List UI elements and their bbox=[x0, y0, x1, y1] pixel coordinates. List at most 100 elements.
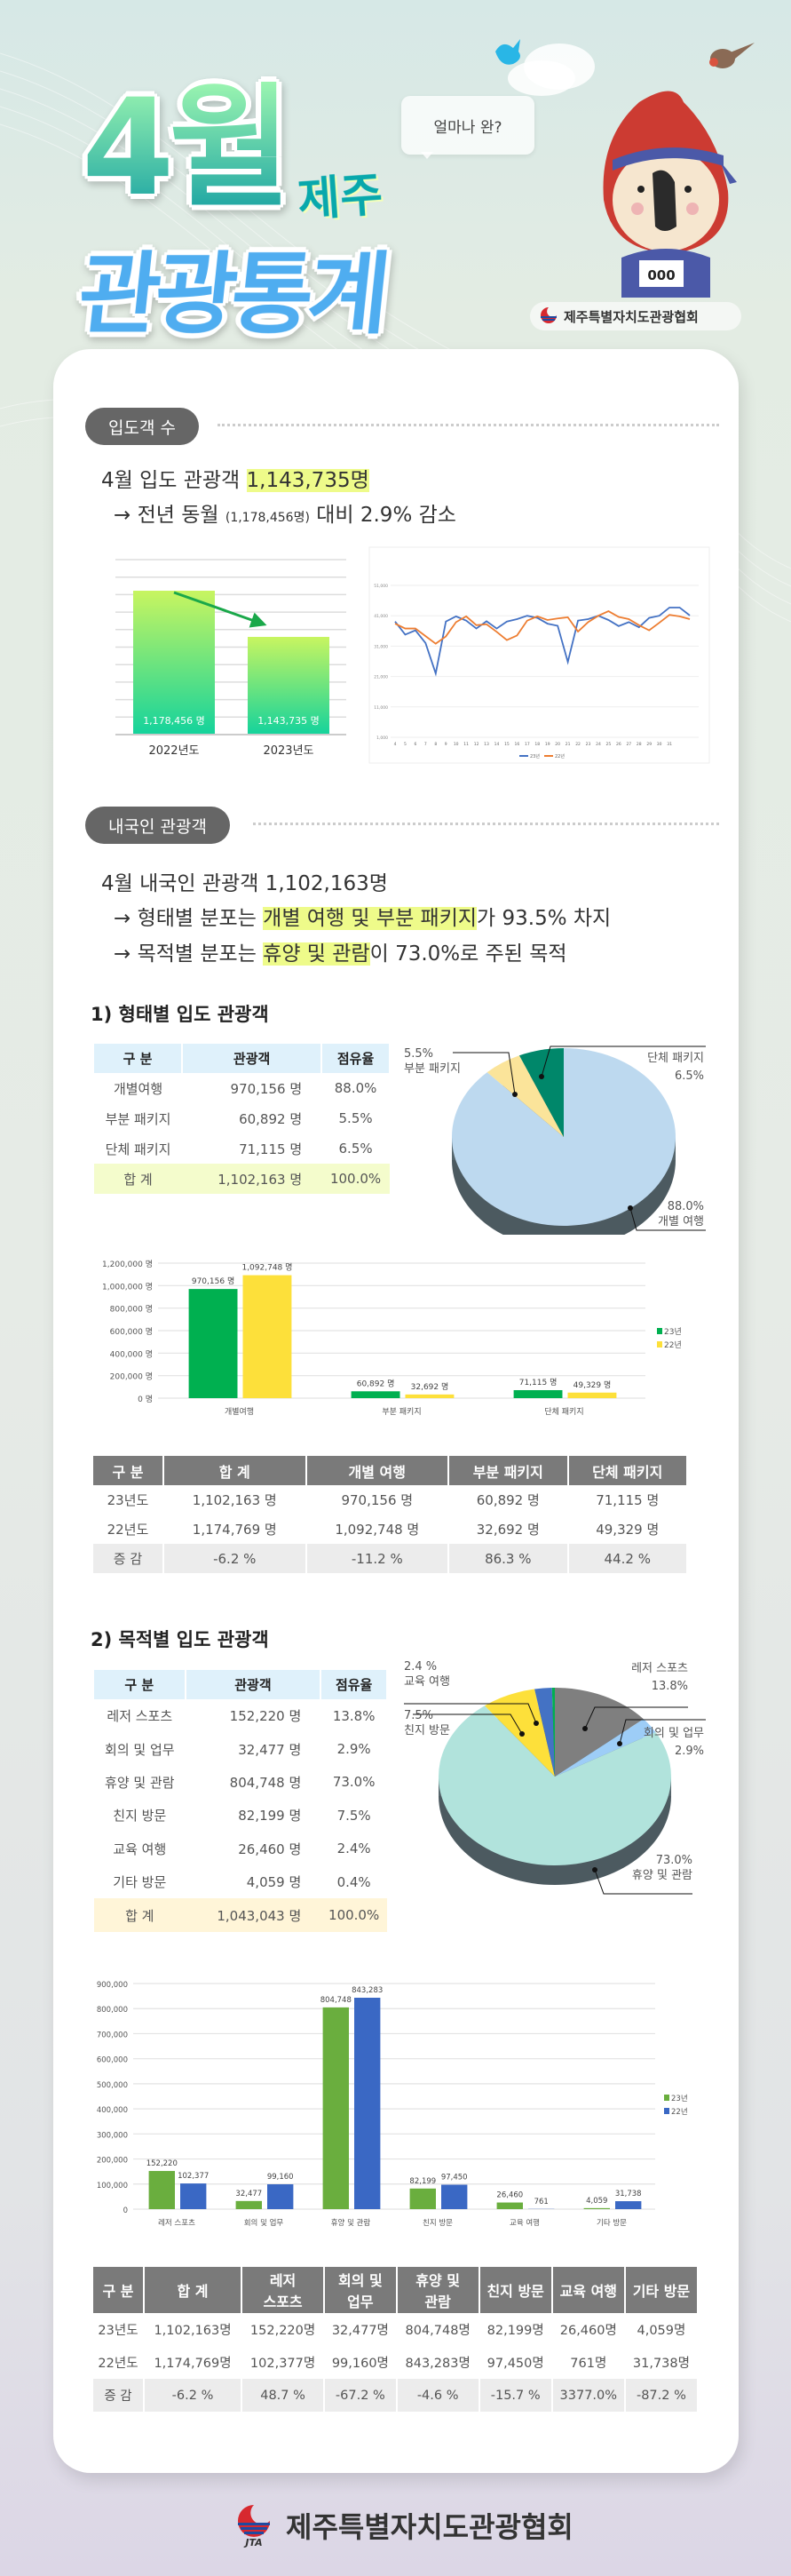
table-cell: -87.2 % bbox=[624, 2379, 700, 2412]
type-compare-bar-chart: 0 명 200,000 명 400,000 명 600,000 명 800,000 명 1… bbox=[102, 1260, 682, 1417]
table-header-row: 구 분 관광객 점유율 bbox=[94, 1044, 391, 1073]
x-tick-label: 24 bbox=[596, 742, 601, 747]
table-cell: 60,892 명 bbox=[448, 1485, 569, 1515]
x-tick-label: 9 bbox=[445, 742, 447, 747]
header-text: 구 분 bbox=[123, 1051, 153, 1067]
table-cell: 26,460 명 bbox=[238, 1841, 302, 1857]
header-text: 점유율 bbox=[336, 1051, 375, 1067]
header-text: 회의 및 bbox=[337, 2272, 383, 2289]
header-text: 단체 패키지 bbox=[592, 1463, 663, 1481]
y-tick-label: 800,000 bbox=[97, 2006, 128, 2015]
table-cell: 부분 패키지 bbox=[105, 1110, 171, 1127]
x-tick-label: 25 bbox=[606, 742, 612, 747]
x-tick-label: 26 bbox=[616, 742, 621, 747]
leader-line bbox=[584, 1706, 688, 1729]
jta-logo-icon: JTA bbox=[238, 2505, 270, 2548]
x-tick-label: 28 bbox=[637, 742, 642, 747]
y-tick-label: 700,000 bbox=[97, 2031, 128, 2039]
header-text: 친지 방문 bbox=[486, 2283, 544, 2300]
table-cell: 22년도 bbox=[93, 2346, 145, 2379]
leader-dot bbox=[582, 1726, 588, 1731]
legend-label: 23년 bbox=[530, 753, 540, 759]
year-bar bbox=[248, 636, 329, 735]
x-tick-label: 15 bbox=[504, 742, 510, 747]
text: → 목적별 분포는 bbox=[114, 942, 264, 966]
legend-label: 23년 bbox=[671, 2094, 688, 2103]
table-cell: 1,092,748 명 bbox=[305, 1515, 450, 1544]
leader-line bbox=[413, 1713, 523, 1735]
legend-label: 22년 bbox=[555, 753, 565, 759]
bar-23년 bbox=[513, 1389, 563, 1398]
purpose-compare-bar-chart: 0 100,000 200,000 300,000 400,000 500,000 600,… bbox=[97, 1981, 688, 2228]
table-row: 휴양 및 관람 804,748 명 73.0% bbox=[94, 1766, 387, 1799]
legend-label: 22년 bbox=[671, 2107, 688, 2117]
pie-value-label: 88.0% bbox=[668, 1200, 704, 1213]
y-tick-label: 100,000 bbox=[97, 2182, 128, 2190]
bar-data-label: 843,283 bbox=[352, 1986, 383, 1995]
bar-data-label: 152,220 bbox=[146, 2159, 178, 2168]
pie-category-label: 친지 방문 bbox=[404, 1724, 450, 1737]
x-tick-label: 12 bbox=[474, 742, 479, 747]
decrease-arrow bbox=[173, 591, 267, 628]
pie-value-label: 5.5% bbox=[404, 1047, 433, 1061]
pie-slice bbox=[555, 1688, 644, 1777]
y-tick-label: 200,000 명 bbox=[110, 1372, 153, 1382]
footer-org-logo: JTA 제주특별자치도관광협회 bbox=[233, 2503, 573, 2548]
table-cell: 개별여행 bbox=[113, 1080, 163, 1097]
table-cell: 73.0% bbox=[332, 1774, 376, 1791]
bar-data-label: 31,738 bbox=[615, 2190, 642, 2198]
bar-22년 bbox=[180, 2183, 207, 2209]
y-tick-label: 500,000 bbox=[97, 2081, 128, 2090]
column-header: 개별 여행 bbox=[305, 1456, 450, 1485]
y-tick-label: 900,000 bbox=[97, 1981, 128, 1990]
highlight: 개별 여행 및 부분 패키지 bbox=[263, 907, 478, 930]
main-title: 관광통계 bbox=[73, 242, 391, 346]
x-tick-label: 11 bbox=[463, 742, 469, 747]
header-text: 합 계 bbox=[218, 1463, 250, 1481]
x-tick-label: 21 bbox=[566, 742, 571, 747]
table-cell: 단체 패키지 bbox=[105, 1141, 171, 1157]
table-cell: 1,102,163 명 bbox=[162, 1485, 307, 1515]
header-text: 점유율 bbox=[335, 1677, 373, 1693]
column-header: 관광객 bbox=[182, 1044, 323, 1073]
bar-data-label: 970,156 명 bbox=[192, 1276, 234, 1286]
bar-22년 bbox=[267, 2184, 294, 2209]
x-tick-label: 4 bbox=[394, 742, 397, 747]
brown-bird-icon bbox=[709, 43, 755, 68]
leader-dot bbox=[539, 1074, 544, 1079]
x-tick-label: 개별여행 bbox=[225, 1406, 254, 1417]
pie-slice bbox=[439, 1705, 671, 1865]
column-header: 휴양 및 관람 bbox=[396, 2267, 480, 2313]
jta-logo-icon bbox=[541, 307, 557, 323]
header-text: 관광객 bbox=[234, 1677, 272, 1693]
table-cell: 23년도 bbox=[93, 2313, 145, 2346]
x-tick-label: 휴양 및 관람 bbox=[331, 2218, 371, 2228]
table-header-row: 구 분 합 계 개별 여행 부분 패키지 단체 패키지 bbox=[93, 1456, 688, 1485]
x-tick-label: 30 bbox=[657, 742, 662, 747]
table-cell: 32,477명 bbox=[324, 2313, 398, 2346]
bar-data-label: 32,477 bbox=[235, 2190, 262, 2198]
section-divider bbox=[218, 424, 719, 426]
pie-slice bbox=[555, 1719, 656, 1777]
pie-slice bbox=[551, 1688, 555, 1777]
table-cell: 71,115 명 bbox=[567, 1485, 688, 1515]
table-cell: 휴양 및 관람 bbox=[105, 1774, 175, 1791]
table-cell: 48.7 % bbox=[241, 2379, 326, 2412]
line-series-22년 bbox=[394, 610, 691, 645]
leader-line bbox=[629, 1207, 706, 1231]
org-logo-badge: 제주특별자치도관광협회 bbox=[530, 302, 741, 330]
table-cell: 1,102,163명 bbox=[143, 2313, 243, 2346]
purpose-section-title: 2) 목적별 입도 관광객 bbox=[91, 1629, 269, 1650]
table-cell: 152,220명 bbox=[241, 2313, 326, 2346]
domestic-headline: 4월 내국인 관광객 1,102,163명 bbox=[101, 872, 388, 895]
legend-swatch bbox=[664, 2108, 669, 2114]
column-header: 부분 패키지 bbox=[448, 1456, 569, 1485]
text: 가 93.5% 차지 bbox=[477, 907, 612, 930]
type-table: 구 분 관광객 점유율 개별여행 970,156 명 88.0% 부분 패키지 60,892 … bbox=[94, 1044, 391, 1194]
x-tick-label: 14 bbox=[494, 742, 500, 747]
x-tick-label: 10 bbox=[454, 742, 459, 747]
x-tick-label: 31 bbox=[667, 742, 672, 747]
header-text: 구 분 bbox=[112, 1463, 144, 1481]
